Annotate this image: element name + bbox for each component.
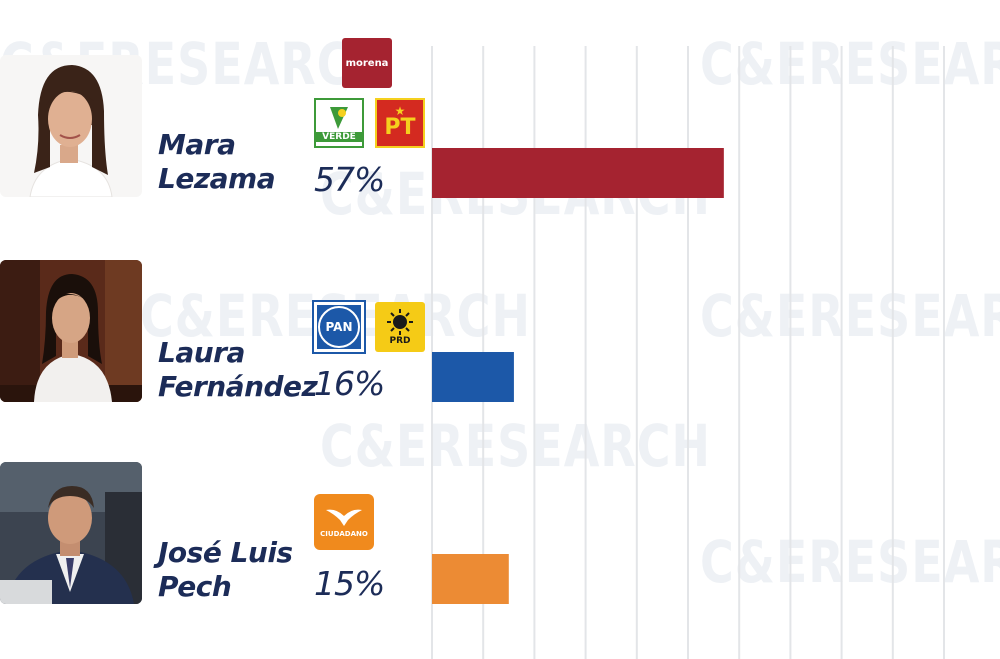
candidate-photo-laura-fernandez [0,260,142,402]
pt-logo: ★ PT [375,98,425,148]
star-icon: ★ [394,104,406,118]
bar [432,554,509,604]
pan-label: PAN [325,320,353,334]
value-label: 57% [314,160,385,199]
value-label: 15% [314,564,385,603]
eagle-icon [326,509,362,526]
watermark: C&ERESEARCH [700,282,1000,350]
candidate-name: Laura Fernández [158,336,318,404]
pan-logo: PAN [312,300,366,354]
movimiento-ciudadano-logo: CIUDADANO [314,494,374,550]
candidate-name: José Luis Pech [158,536,293,604]
toucan-icon [330,106,348,129]
morena-label: morena [345,57,389,69]
morena-logo: morena [342,38,392,88]
candidate-name: Mara Lezama [158,128,276,196]
watermark: C&ERESEARCH [700,528,1000,596]
candidate-photo-mara-lezama [0,55,142,197]
candidate-last-name: Lezama [158,162,276,195]
value-label: 16% [314,364,385,403]
watermark: C&ERESEARCH [700,30,1000,98]
verde-logo: VERDE [314,98,364,148]
candidate-first-name: Laura [158,336,245,369]
candidate-first-name: Mara [158,128,236,161]
pt-label: PT [384,115,416,140]
sun-icon [387,309,413,335]
bar [432,148,724,198]
candidate-last-name: Pech [158,570,232,603]
prd-label: PRD [389,336,411,346]
candidate-first-name: José Luis [158,536,293,569]
mc-label: CIUDADANO [320,530,368,538]
watermark: C&ERESEARCH [320,412,711,480]
bars [432,148,724,604]
candidate-last-name: Fernández [158,370,318,403]
verde-label: VERDE [316,131,362,142]
candidate-photo-jose-luis-pech [0,462,142,604]
prd-logo: PRD [375,302,425,352]
bar [432,352,514,402]
